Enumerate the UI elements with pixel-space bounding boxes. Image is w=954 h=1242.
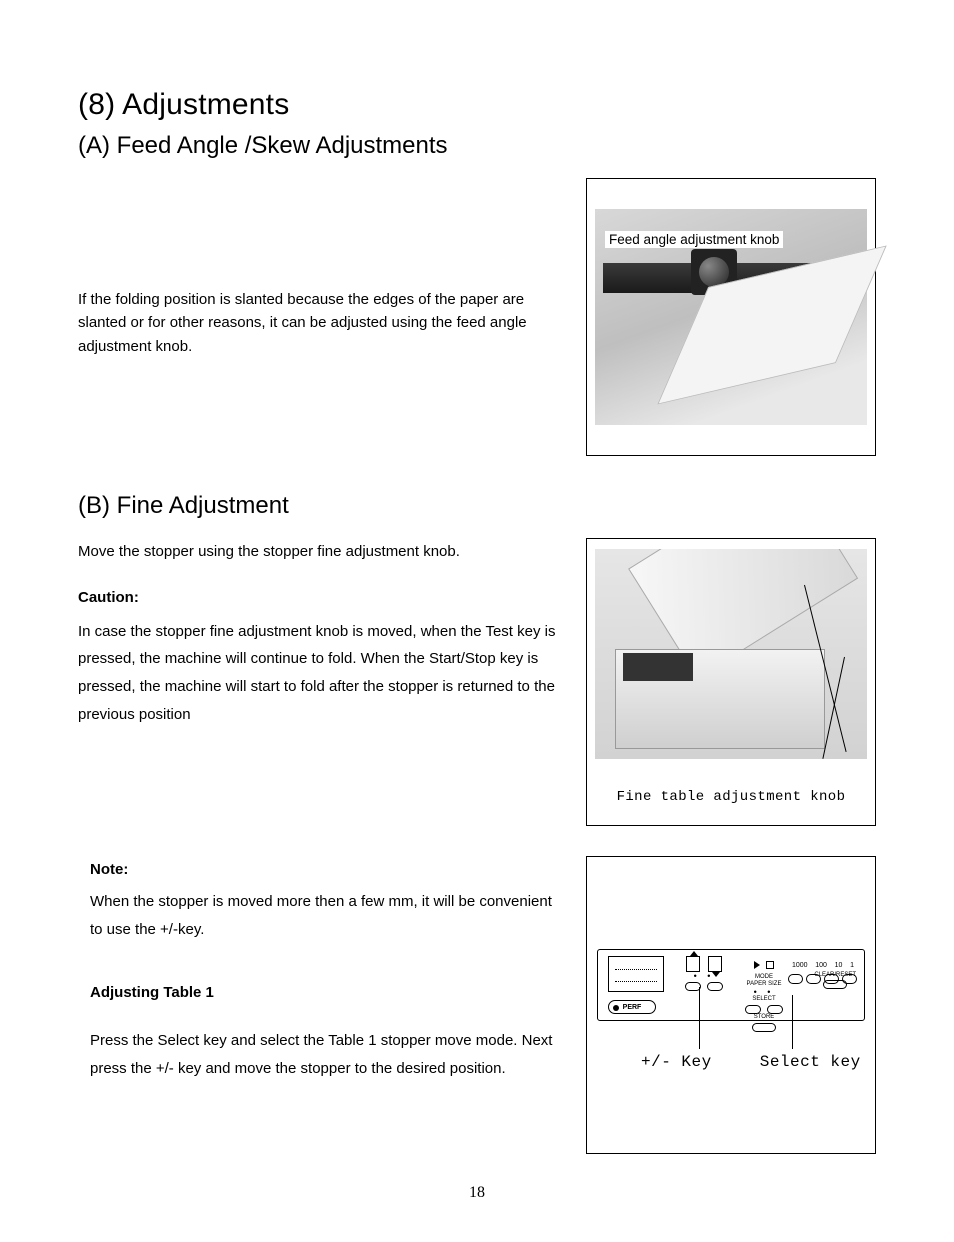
digit-key-1000 — [788, 974, 803, 984]
store-label: STORE — [744, 1014, 784, 1021]
mode-box-icon — [766, 961, 774, 969]
section-a-body: If the folding position is slanted becau… — [78, 288, 566, 358]
digit-labels: 1000 100 10 1 — [792, 962, 854, 969]
lcd-icon — [608, 956, 664, 992]
digit-100: 100 — [815, 962, 827, 969]
adjust-body: Press the Select key and select the Tabl… — [90, 1027, 566, 1083]
section-b-intro: Move the stopper using the stopper fine … — [78, 538, 566, 566]
select-key-graphic — [745, 1005, 761, 1014]
section-a-text: If the folding position is slanted becau… — [78, 178, 566, 376]
figure-control-panel: PERF • • MODE PAPE — [586, 856, 876, 1154]
note-label: Note: — [90, 856, 566, 884]
section-a-figure-col: Feed angle adjustment knob — [586, 178, 876, 456]
up-down-keys-graphic: • • — [682, 956, 726, 991]
clear-key-graphic — [823, 980, 847, 989]
select-label: SELECT — [744, 996, 784, 1003]
figure-feed-angle: Feed angle adjustment knob — [586, 178, 876, 456]
control-panel-graphic: PERF • • MODE PAPE — [597, 949, 865, 1021]
store-key-graphic — [752, 1023, 776, 1032]
section-b-figure-1-col: Fine table adjustment knob — [586, 538, 876, 826]
doc-down-icon — [708, 956, 722, 972]
figure-feed-angle-label: Feed angle adjustment knob — [605, 231, 783, 248]
caution-body: In case the stopper fine adjustment knob… — [78, 618, 566, 729]
digit-1000: 1000 — [792, 962, 808, 969]
note-body: When the stopper is moved more then a fe… — [90, 888, 566, 944]
section-b-row-1: Move the stopper using the stopper fine … — [78, 538, 876, 826]
section-b-text-2: Note: When the stopper is moved more the… — [78, 856, 566, 1101]
clear-reset-graphic: CLEAR/RESET — [814, 972, 856, 989]
select-dots: • • — [744, 988, 784, 996]
section-b-text-1: Move the stopper using the stopper fine … — [78, 538, 566, 747]
digit-1: 1 — [850, 962, 854, 969]
figure-fine-caption: Fine table adjustment knob — [587, 789, 875, 805]
mode-arrow-icon — [754, 961, 760, 969]
clear-label: CLEAR/RESET — [814, 972, 856, 978]
machine-panel-graphic — [623, 653, 693, 681]
section-a-row: If the folding position is slanted becau… — [78, 178, 876, 456]
leader-line-select — [792, 995, 793, 1049]
mode-top-label: MODE — [744, 974, 784, 981]
section-b-figure-2-col: PERF • • MODE PAPE — [586, 856, 876, 1154]
leader-line-plus-minus — [699, 987, 700, 1049]
caution-label: Caution: — [78, 584, 566, 612]
plus-minus-key-label: +/- Key — [641, 1053, 712, 1071]
section-a-title: (A) Feed Angle /Skew Adjustments — [78, 132, 876, 160]
digit-10: 10 — [835, 962, 843, 969]
select-column-graphic: MODE PAPER SIZE • • SELECT STORE — [744, 956, 784, 1032]
plus-key-graphic — [707, 982, 723, 991]
figure-fine-photo — [595, 549, 867, 759]
page-title: (8) Adjustments — [78, 88, 876, 122]
doc-up-icon — [686, 956, 700, 972]
key-labels-row: +/- Key Select key — [587, 1053, 875, 1071]
select-key-graphic-2 — [767, 1005, 783, 1014]
page-number: 18 — [78, 1184, 876, 1202]
adjust-label: Adjusting Table 1 — [90, 979, 566, 1007]
perf-button-graphic: PERF — [608, 1000, 656, 1014]
section-b-row-2: Note: When the stopper is moved more the… — [78, 856, 876, 1154]
section-b-title: (B) Fine Adjustment — [78, 492, 876, 520]
figure-fine-adjust: Fine table adjustment knob — [586, 538, 876, 826]
select-key-label: Select key — [760, 1053, 861, 1071]
